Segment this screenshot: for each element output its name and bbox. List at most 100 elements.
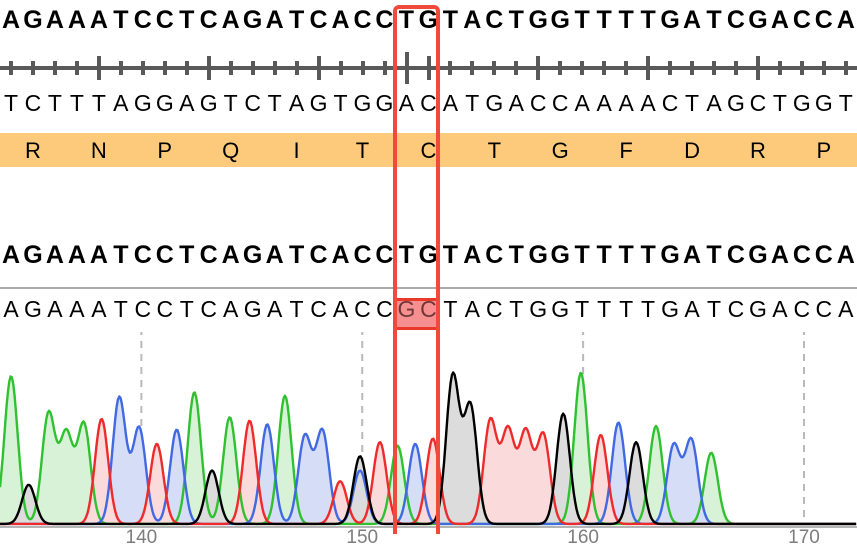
amino-acid-cell[interactable]: T	[487, 138, 502, 163]
base-cell[interactable]: C	[792, 241, 811, 269]
base-cell[interactable]: C	[354, 296, 371, 322]
base-cell[interactable]: C	[309, 241, 328, 269]
base-cell[interactable]: G	[418, 6, 439, 34]
base-cell[interactable]: T	[574, 241, 590, 269]
base-cell[interactable]: G	[748, 241, 768, 269]
base-cell[interactable]: G	[23, 6, 43, 34]
base-cell[interactable]: T	[69, 90, 84, 116]
base-cell[interactable]: G	[528, 6, 548, 34]
base-cell[interactable]: C	[199, 6, 218, 34]
base-cell[interactable]: T	[47, 90, 62, 116]
base-cell[interactable]: T	[706, 241, 722, 269]
base-cell[interactable]: G	[133, 90, 152, 116]
base-cell[interactable]: T	[288, 6, 305, 34]
base-cell[interactable]: T	[508, 6, 524, 34]
amino-acid-cell[interactable]: C	[420, 138, 437, 163]
base-cell[interactable]: C	[353, 6, 372, 34]
base-cell[interactable]: G	[395, 298, 418, 330]
base-cell[interactable]: G	[309, 90, 328, 116]
base-cell[interactable]: G	[551, 296, 570, 322]
amino-acid-cell[interactable]: N	[90, 138, 107, 163]
base-cell[interactable]: C	[420, 90, 437, 116]
base-cell[interactable]: C	[749, 90, 767, 116]
base-cell[interactable]: T	[838, 90, 853, 116]
base-cell[interactable]: C	[155, 241, 174, 269]
base-cell[interactable]: A	[836, 241, 855, 269]
base-cell[interactable]: C	[24, 90, 42, 116]
base-cell[interactable]: C	[134, 296, 152, 322]
base-cell[interactable]: T	[619, 296, 634, 322]
base-cell[interactable]: A	[45, 6, 64, 34]
base-cell[interactable]: A	[836, 6, 855, 34]
base-cell[interactable]: A	[682, 241, 702, 269]
base-cell[interactable]: T	[267, 90, 282, 116]
base-cell[interactable]: A	[45, 241, 64, 269]
base-cell[interactable]: C	[529, 90, 547, 116]
base-cell[interactable]: T	[618, 241, 634, 269]
base-cell[interactable]: T	[684, 90, 700, 116]
base-cell[interactable]: A	[1, 241, 21, 269]
base-cell[interactable]: C	[244, 90, 261, 116]
base-cell[interactable]: T	[641, 296, 656, 322]
base-cell[interactable]: A	[221, 6, 240, 34]
base-cell[interactable]: T	[179, 241, 195, 269]
base-cell[interactable]: C	[375, 6, 394, 34]
base-cell[interactable]: A	[91, 296, 107, 322]
base-cell[interactable]: C	[155, 6, 174, 34]
base-cell[interactable]: A	[574, 90, 590, 116]
base-cell[interactable]: G	[242, 6, 263, 34]
chromatogram-trace-area[interactable]	[0, 332, 857, 527]
base-cell[interactable]: A	[113, 90, 129, 116]
base-cell[interactable]: A	[89, 6, 108, 34]
base-cell[interactable]: T	[442, 241, 458, 269]
base-cell[interactable]: T	[465, 90, 480, 116]
base-cell[interactable]: T	[618, 6, 634, 34]
base-cell[interactable]: G	[529, 296, 548, 322]
base-cell[interactable]: C	[156, 296, 174, 322]
base-cell[interactable]: A	[684, 296, 700, 322]
base-cell[interactable]: A	[463, 241, 482, 269]
amino-acid-cell[interactable]: D	[684, 138, 700, 163]
base-cell[interactable]: C	[376, 296, 393, 322]
base-cell[interactable]: T	[597, 296, 612, 322]
base-cell[interactable]: A	[596, 90, 612, 116]
base-cell[interactable]: A	[1, 6, 21, 34]
amino-acid-cell[interactable]: R	[25, 138, 41, 163]
base-cell[interactable]: A	[331, 6, 350, 34]
base-cell[interactable]: C	[793, 296, 811, 322]
base-cell[interactable]: G	[418, 241, 439, 269]
base-cell[interactable]: C	[727, 296, 745, 322]
base-cell[interactable]: A	[682, 6, 702, 34]
base-cell[interactable]: A	[69, 296, 85, 322]
base-cell[interactable]: A	[331, 241, 350, 269]
base-cell[interactable]: C	[551, 90, 569, 116]
base-cell[interactable]: A	[464, 296, 480, 322]
base-cell[interactable]: C	[200, 296, 218, 322]
base-cell[interactable]: G	[661, 296, 679, 322]
base-cell[interactable]: C	[485, 296, 503, 322]
base-cell[interactable]: G	[243, 296, 262, 322]
base-cell[interactable]: T	[113, 296, 128, 322]
base-cell[interactable]: G	[792, 90, 811, 116]
base-cell[interactable]: T	[772, 90, 787, 116]
base-cell[interactable]: T	[113, 241, 129, 269]
base-cell[interactable]: T	[179, 296, 194, 322]
amino-acid-cell[interactable]: G	[551, 138, 569, 163]
base-cell[interactable]: G	[375, 90, 394, 116]
base-cell[interactable]: A	[463, 6, 482, 34]
base-cell[interactable]: A	[265, 241, 284, 269]
base-cell[interactable]: G	[550, 6, 570, 34]
base-cell[interactable]: A	[67, 6, 86, 34]
base-cell[interactable]: G	[528, 241, 548, 269]
base-cell[interactable]: G	[660, 241, 680, 269]
base-cell[interactable]: G	[727, 90, 745, 116]
base-cell[interactable]: T	[91, 90, 106, 116]
base-cell[interactable]: T	[575, 296, 590, 322]
base-cell[interactable]: C	[199, 241, 218, 269]
base-cell[interactable]: G	[23, 241, 43, 269]
base-cell[interactable]: A	[47, 296, 63, 322]
base-cell[interactable]: T	[640, 241, 656, 269]
base-cell[interactable]: T	[398, 241, 415, 269]
base-cell[interactable]: G	[485, 90, 504, 116]
base-cell[interactable]: C	[814, 6, 833, 34]
